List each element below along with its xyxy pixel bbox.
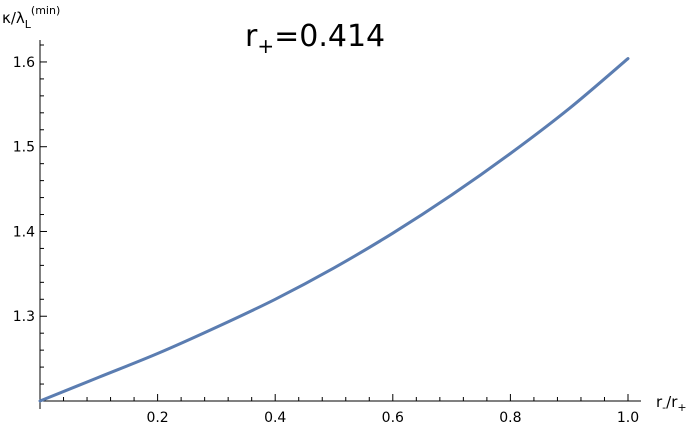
x-tick-label: 0.2: [146, 410, 168, 426]
chart-title-sub: +: [257, 34, 274, 58]
x-tick-label: 0.6: [382, 410, 404, 426]
y-tick-label: 1.6: [13, 55, 35, 71]
chart-title-rest: =0.414: [274, 19, 385, 54]
x-tick-label: 1.0: [617, 410, 639, 426]
x-tick-label: 0.4: [264, 410, 286, 426]
y-ticks: 1.3 1.4 1.5 1.6: [13, 44, 47, 385]
x-axis-label: r-/r+: [656, 393, 687, 414]
x-ticks: 0.2 0.4 0.6 0.8 1.0: [63, 394, 639, 426]
chart-title: r+=0.414: [245, 19, 385, 58]
series-line: [38, 57, 630, 403]
x-axis-label-mid: /r: [666, 393, 678, 411]
y-tick-label: 1.3: [13, 309, 35, 325]
x-axis-label-sub1: -: [662, 401, 666, 414]
y-axis-label-sup: (min): [31, 4, 60, 17]
series-layer: [38, 57, 630, 403]
y-axis-label-base: κ/λ: [2, 9, 25, 27]
x-tick-label: 0.8: [499, 410, 521, 426]
y-axis-label-sub: L: [25, 18, 32, 31]
y-axis-label: κ/λL(min): [2, 4, 60, 31]
y-tick-label: 1.4: [13, 224, 35, 240]
x-axis-label-base: r: [656, 393, 663, 411]
chart-title-base: r: [245, 19, 258, 54]
x-axis-label-sub2: +: [677, 401, 686, 414]
y-tick-label: 1.5: [13, 140, 35, 156]
